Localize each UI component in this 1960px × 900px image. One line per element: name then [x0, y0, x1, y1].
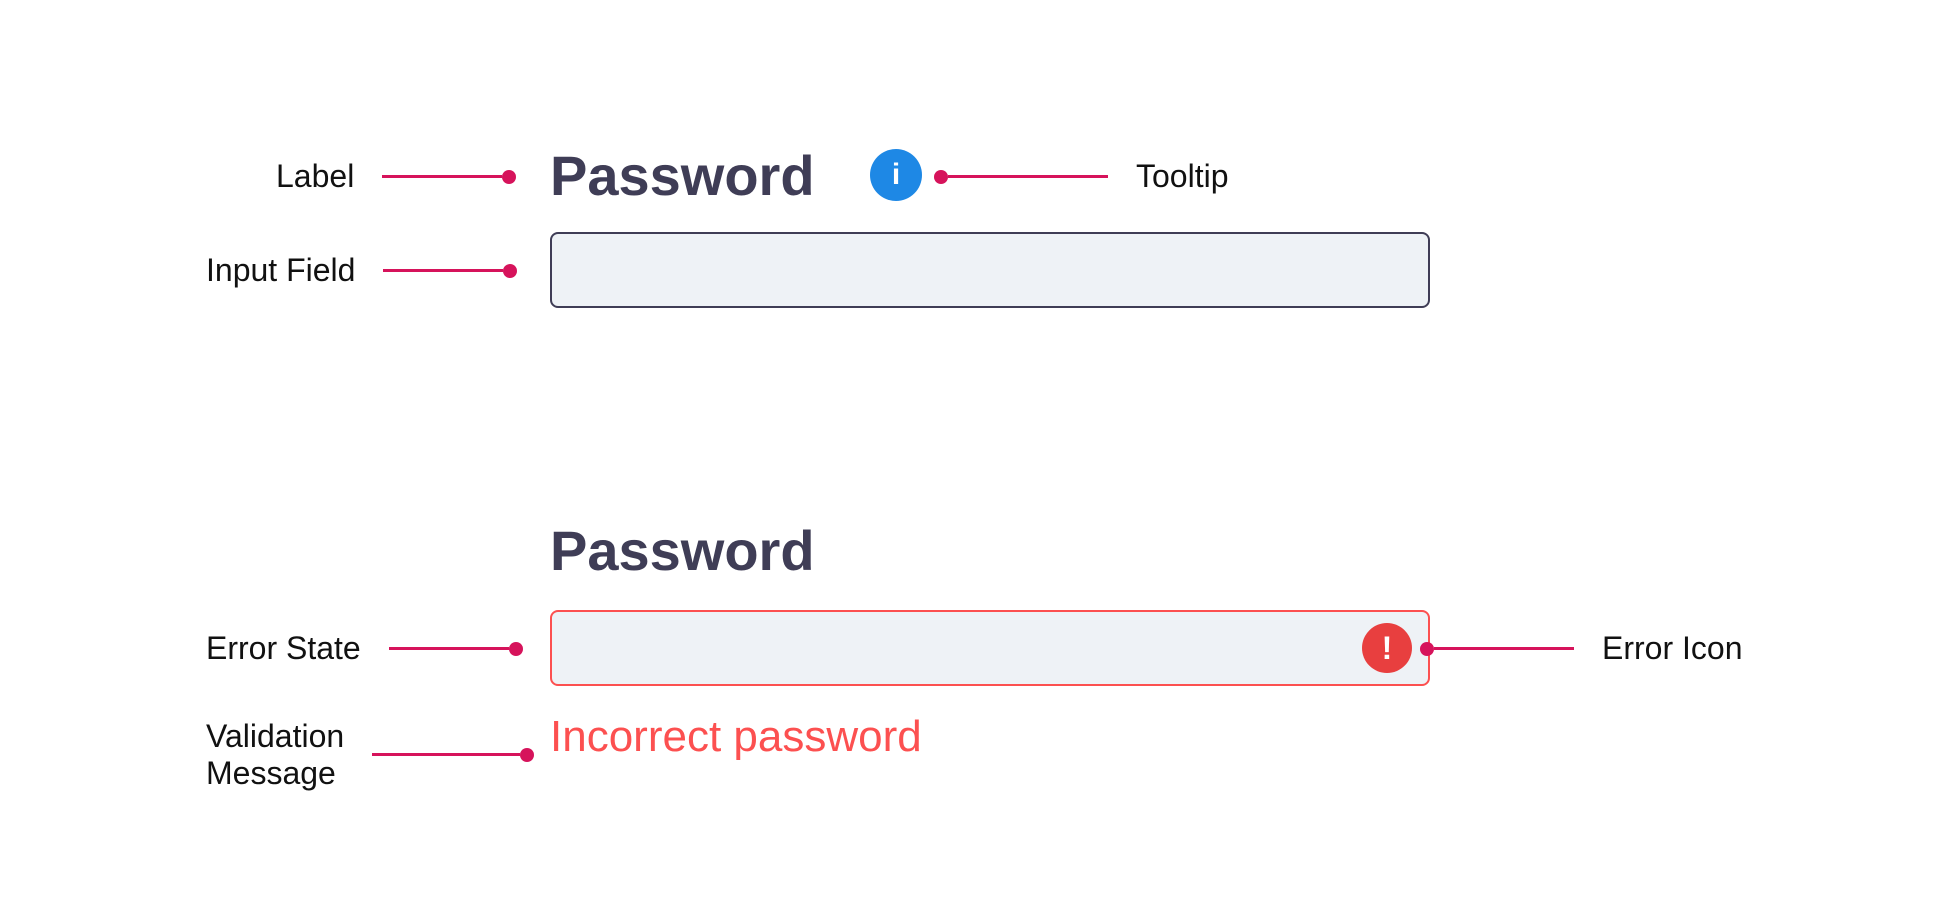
field-label-default: Password	[550, 143, 815, 208]
annotation-line	[1434, 647, 1574, 650]
diagram-canvas: Password i Label Tooltip Input Field Pas…	[0, 0, 1960, 900]
annotation-line	[372, 753, 520, 756]
annotation-dot	[520, 748, 534, 762]
annotation-input-field: Input Field	[206, 252, 517, 289]
annotation-dot	[503, 264, 517, 278]
field-label-error: Password	[550, 518, 815, 583]
info-icon[interactable]: i	[870, 149, 922, 201]
annotation-error-state: Error State	[206, 630, 523, 667]
annotation-line	[383, 269, 503, 272]
annotation-text: Error State	[206, 630, 361, 667]
error-glyph: !	[1382, 630, 1393, 667]
annotation-validation-message: Validation Message	[206, 718, 534, 792]
annotation-tooltip: Tooltip	[934, 158, 1229, 195]
annotation-label: Label	[276, 158, 516, 195]
validation-message: Incorrect password	[550, 712, 922, 762]
annotation-error-icon: Error Icon	[1420, 630, 1742, 667]
annotation-text: Label	[276, 158, 354, 195]
error-icon: !	[1362, 623, 1412, 673]
annotation-line	[389, 647, 509, 650]
password-input-error[interactable]	[550, 610, 1430, 686]
annotation-dot	[1420, 642, 1434, 656]
annotation-line	[948, 175, 1108, 178]
annotation-dot	[509, 642, 523, 656]
annotation-text: Input Field	[206, 252, 355, 289]
annotation-dot	[502, 170, 516, 184]
annotation-text: Tooltip	[1136, 158, 1229, 195]
annotation-dot	[934, 170, 948, 184]
annotation-text-line1: Validation	[206, 718, 344, 755]
annotation-text: Error Icon	[1602, 630, 1742, 667]
annotation-line	[382, 175, 502, 178]
password-input-default[interactable]	[550, 232, 1430, 308]
info-glyph: i	[892, 158, 900, 192]
annotation-text-line2: Message	[206, 755, 336, 792]
